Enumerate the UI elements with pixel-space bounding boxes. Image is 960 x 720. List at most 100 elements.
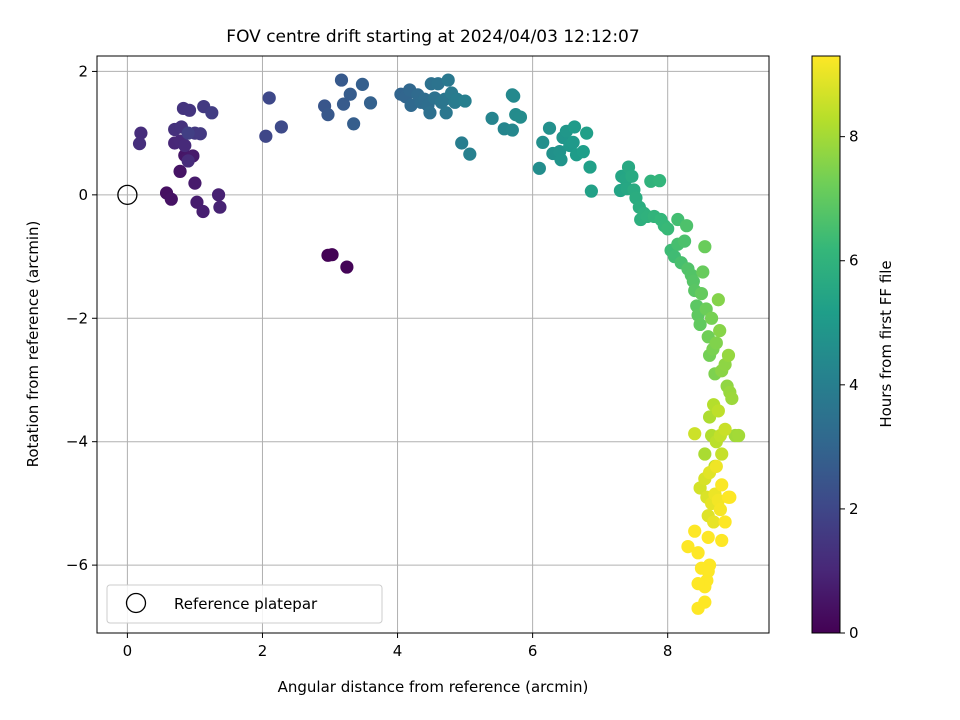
scatter-point xyxy=(455,136,469,150)
scatter-point xyxy=(698,447,712,461)
y-tick-label: −2 xyxy=(66,309,88,327)
scatter-point xyxy=(485,111,499,125)
scatter-point xyxy=(188,176,202,190)
scatter-point xyxy=(325,248,339,262)
scatter-point xyxy=(334,73,349,87)
scatter-point xyxy=(691,546,705,560)
scatter-point xyxy=(567,120,582,134)
legend-box xyxy=(106,584,383,624)
scatter-point xyxy=(711,293,725,307)
colorbar-label: Hours from first FF file xyxy=(877,260,895,427)
scatter-point xyxy=(715,447,729,461)
scatter-point xyxy=(707,515,721,529)
colorbar-tick-label: 0 xyxy=(849,624,859,642)
scatter-point xyxy=(580,126,594,140)
scatter-point xyxy=(173,164,187,178)
scatter-point xyxy=(701,530,715,544)
scatter-point xyxy=(182,103,197,117)
scatter-point xyxy=(536,135,550,149)
scatter-point xyxy=(576,145,590,159)
scatter-point xyxy=(431,77,445,91)
scatter-point xyxy=(178,138,192,153)
scatter-point xyxy=(721,348,736,362)
scatter-point xyxy=(193,127,207,141)
y-tick-label: 0 xyxy=(78,186,88,204)
scatter-point xyxy=(688,524,702,538)
scatter-point xyxy=(713,324,727,338)
colorbar-tick-label: 4 xyxy=(849,376,859,394)
scatter-point xyxy=(691,601,705,615)
legend: Reference platepar xyxy=(106,584,383,624)
scatter-point xyxy=(715,478,729,492)
scatter-point xyxy=(688,427,702,441)
scatter-point xyxy=(463,147,477,161)
x-tick-label: 8 xyxy=(663,642,673,660)
scatter-point xyxy=(363,96,378,110)
scatter-point xyxy=(661,222,675,236)
y-axis-label: Rotation from reference (arcmin) xyxy=(24,221,42,468)
y-tick-label: −4 xyxy=(66,433,88,451)
scatter-point xyxy=(694,286,709,301)
scatter-point xyxy=(713,502,727,517)
reference-marker xyxy=(117,184,138,206)
scatter-point xyxy=(343,87,357,101)
x-axis-ticks: 0 2 4 6 8 xyxy=(123,633,673,660)
scatter-point xyxy=(340,260,354,274)
scatter-point xyxy=(681,540,695,554)
scatter-point xyxy=(566,135,580,149)
reference-point xyxy=(117,184,138,206)
scatter-point xyxy=(718,515,732,529)
scatter-point xyxy=(532,161,546,175)
scatter-point xyxy=(505,123,519,137)
scatter-point xyxy=(336,97,351,111)
scatter-point xyxy=(181,126,195,140)
x-tick-label: 6 xyxy=(528,642,538,660)
scatter-point xyxy=(691,577,705,591)
scatter-point xyxy=(677,234,692,248)
y-tick-label: −6 xyxy=(66,556,88,574)
scatter-point xyxy=(718,422,732,436)
scatter-point xyxy=(584,184,598,198)
scatter-point xyxy=(404,98,418,112)
scatter-point xyxy=(693,317,707,332)
scatter-point xyxy=(211,188,226,202)
scatter-point xyxy=(709,459,723,473)
x-tick-label: 4 xyxy=(393,642,403,660)
scatter-point xyxy=(652,174,667,188)
scatter-point xyxy=(132,137,147,151)
scatter-point xyxy=(696,265,710,279)
x-tick-label: 0 xyxy=(123,642,133,660)
scatter-point xyxy=(701,564,715,578)
x-axis-label: Angular distance from reference (arcmin) xyxy=(278,678,589,696)
legend-marker xyxy=(125,592,147,614)
colorbar xyxy=(811,55,841,634)
legend-label: Reference platepar xyxy=(174,595,318,613)
y-axis-ticks: −6 −4 −2 0 2 xyxy=(66,62,97,574)
colorbar-ticks: 0 2 4 6 8 xyxy=(840,128,859,642)
scatter-point xyxy=(134,126,148,140)
scatter-point xyxy=(259,129,273,143)
scatter-point xyxy=(458,94,472,108)
colorbar-tick-label: 2 xyxy=(849,500,859,518)
scatter-point xyxy=(321,108,335,122)
data-points xyxy=(132,73,746,615)
scatter-point xyxy=(704,311,719,325)
scatter-point xyxy=(164,192,178,206)
scatter-point xyxy=(732,428,746,443)
y-tick-label: 2 xyxy=(78,62,88,80)
scatter-point xyxy=(196,204,210,219)
scatter-point xyxy=(709,336,723,350)
scatter-point xyxy=(439,106,453,120)
scatter-point xyxy=(725,391,739,406)
scatter-point xyxy=(554,153,568,167)
scatter-point xyxy=(711,404,725,418)
scatter-point xyxy=(355,77,370,91)
colorbar-tick-label: 8 xyxy=(849,128,859,146)
scatter-point xyxy=(441,73,455,87)
scatter-point xyxy=(205,106,219,120)
scatter-point xyxy=(507,89,521,103)
scatter-point xyxy=(625,169,639,183)
scatter-point xyxy=(583,160,597,174)
scatter-point xyxy=(181,154,195,168)
colorbar-tick-label: 6 xyxy=(849,252,859,270)
